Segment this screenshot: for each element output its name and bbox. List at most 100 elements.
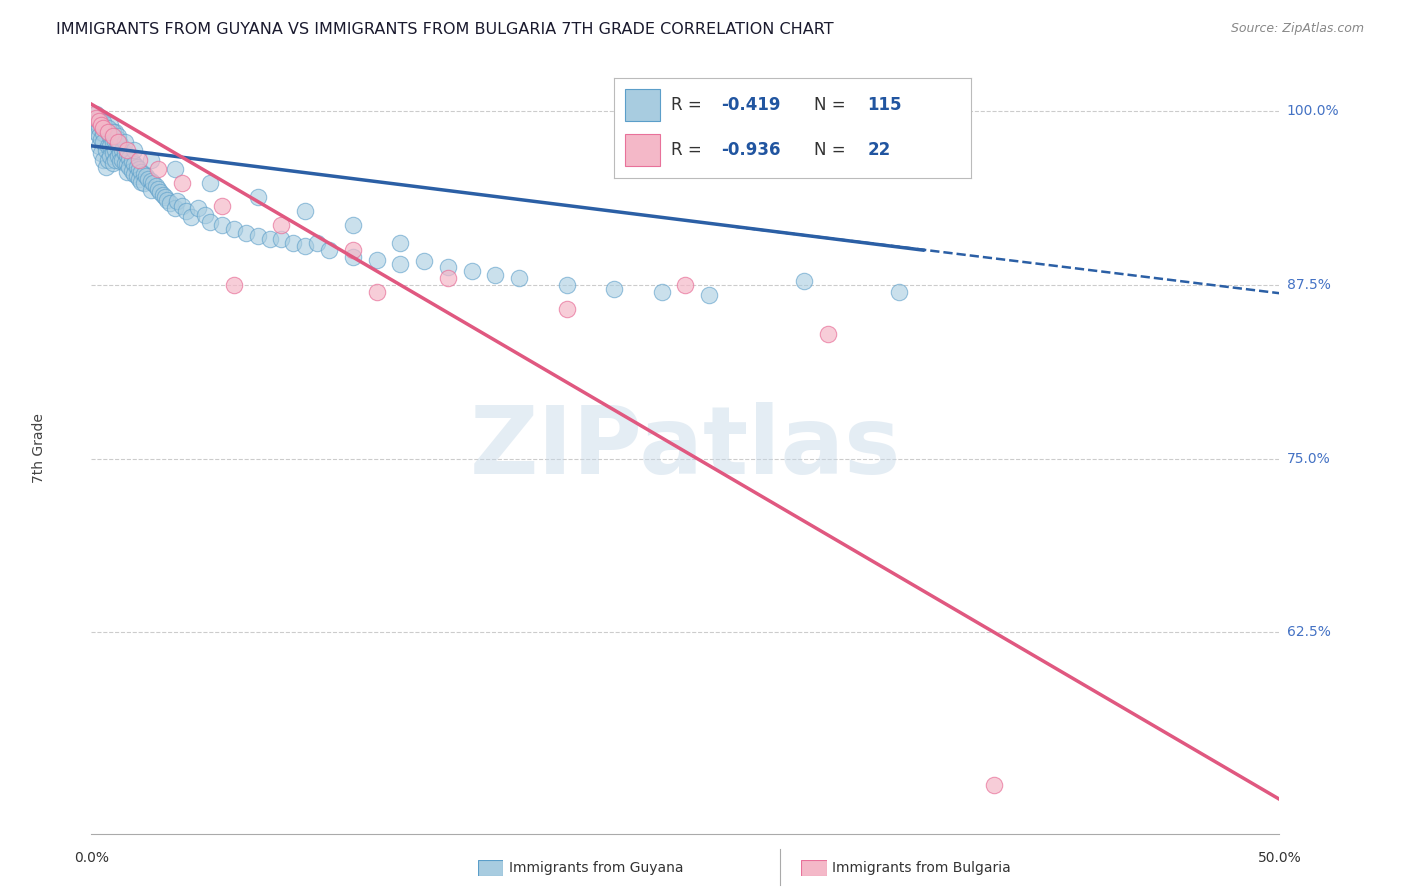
Point [84, 125, 107, 139]
FancyBboxPatch shape [801, 860, 827, 876]
Point [94, 120, 117, 135]
Point [817, 326, 839, 341]
Point [122, 157, 145, 171]
Point [983, 778, 1005, 792]
Point [107, 140, 129, 154]
Point [152, 187, 174, 202]
Point [87, 139, 110, 153]
Point [115, 148, 138, 162]
Point [107, 148, 129, 162]
Point [270, 232, 292, 246]
Point [100, 148, 122, 162]
Point [246, 229, 269, 244]
Point [270, 218, 292, 232]
Point [697, 287, 720, 301]
Point [90, 145, 112, 160]
Point [389, 257, 412, 271]
Text: 75.0%: 75.0% [1286, 451, 1330, 466]
Point [342, 250, 364, 264]
Point [889, 285, 911, 299]
Point [555, 301, 578, 316]
Point [555, 277, 578, 292]
Point [156, 193, 179, 207]
Point [101, 145, 124, 160]
Text: 62.5%: 62.5% [1286, 625, 1330, 640]
Point [307, 236, 329, 251]
Text: ZIPatlas: ZIPatlas [470, 402, 901, 494]
Point [211, 199, 233, 213]
Point [793, 274, 815, 288]
Point [97, 139, 120, 153]
Point [135, 169, 157, 184]
Point [107, 135, 129, 149]
Point [294, 204, 316, 219]
Point [235, 227, 257, 241]
Point [91, 126, 114, 140]
Point [114, 145, 136, 160]
Point [484, 268, 506, 282]
Point [159, 195, 181, 210]
Point [222, 222, 245, 236]
Point [91, 153, 114, 167]
Point [366, 285, 388, 299]
Point [121, 164, 143, 178]
Text: 100.0%: 100.0% [1286, 104, 1339, 118]
Text: 7th Grade: 7th Grade [32, 413, 46, 483]
Point [460, 264, 482, 278]
FancyBboxPatch shape [478, 860, 503, 876]
Text: 50.0%: 50.0% [1257, 851, 1302, 864]
Point [84, 115, 107, 129]
Point [121, 154, 143, 169]
Point [170, 199, 193, 213]
Point [94, 160, 117, 174]
Point [194, 208, 217, 222]
Point [108, 137, 131, 152]
Point [673, 277, 696, 292]
Point [294, 239, 316, 253]
Point [146, 182, 169, 196]
Point [149, 185, 172, 199]
Point [153, 190, 176, 204]
Point [366, 252, 388, 267]
Point [97, 125, 120, 139]
Point [508, 271, 530, 285]
Point [259, 232, 281, 246]
Point [87, 113, 110, 128]
Point [125, 169, 148, 184]
Point [101, 125, 124, 139]
Point [128, 172, 150, 186]
Point [104, 135, 127, 149]
Point [603, 282, 626, 296]
Point [91, 115, 114, 129]
Text: 87.5%: 87.5% [1286, 278, 1330, 292]
Point [84, 107, 107, 121]
Point [163, 202, 186, 216]
Point [211, 218, 233, 232]
Point [125, 160, 148, 174]
Point [91, 120, 114, 135]
Point [436, 271, 458, 285]
Point [108, 154, 131, 169]
Point [200, 177, 222, 191]
Point [87, 120, 110, 135]
Point [118, 160, 141, 174]
Point [122, 143, 145, 157]
Point [104, 125, 127, 139]
Point [166, 194, 188, 209]
Point [115, 143, 138, 157]
Point [436, 260, 458, 274]
Point [200, 215, 222, 229]
Point [139, 183, 162, 197]
Text: IMMIGRANTS FROM GUYANA VS IMMIGRANTS FROM BULGARIA 7TH GRADE CORRELATION CHART: IMMIGRANTS FROM GUYANA VS IMMIGRANTS FRO… [56, 22, 834, 37]
Point [104, 153, 127, 167]
Point [246, 190, 269, 204]
Point [129, 175, 152, 189]
Point [91, 135, 114, 149]
Point [176, 204, 198, 219]
Point [100, 129, 122, 144]
Point [145, 179, 167, 194]
Point [389, 236, 412, 251]
Point [342, 218, 364, 232]
Point [180, 210, 202, 224]
Point [115, 165, 138, 179]
